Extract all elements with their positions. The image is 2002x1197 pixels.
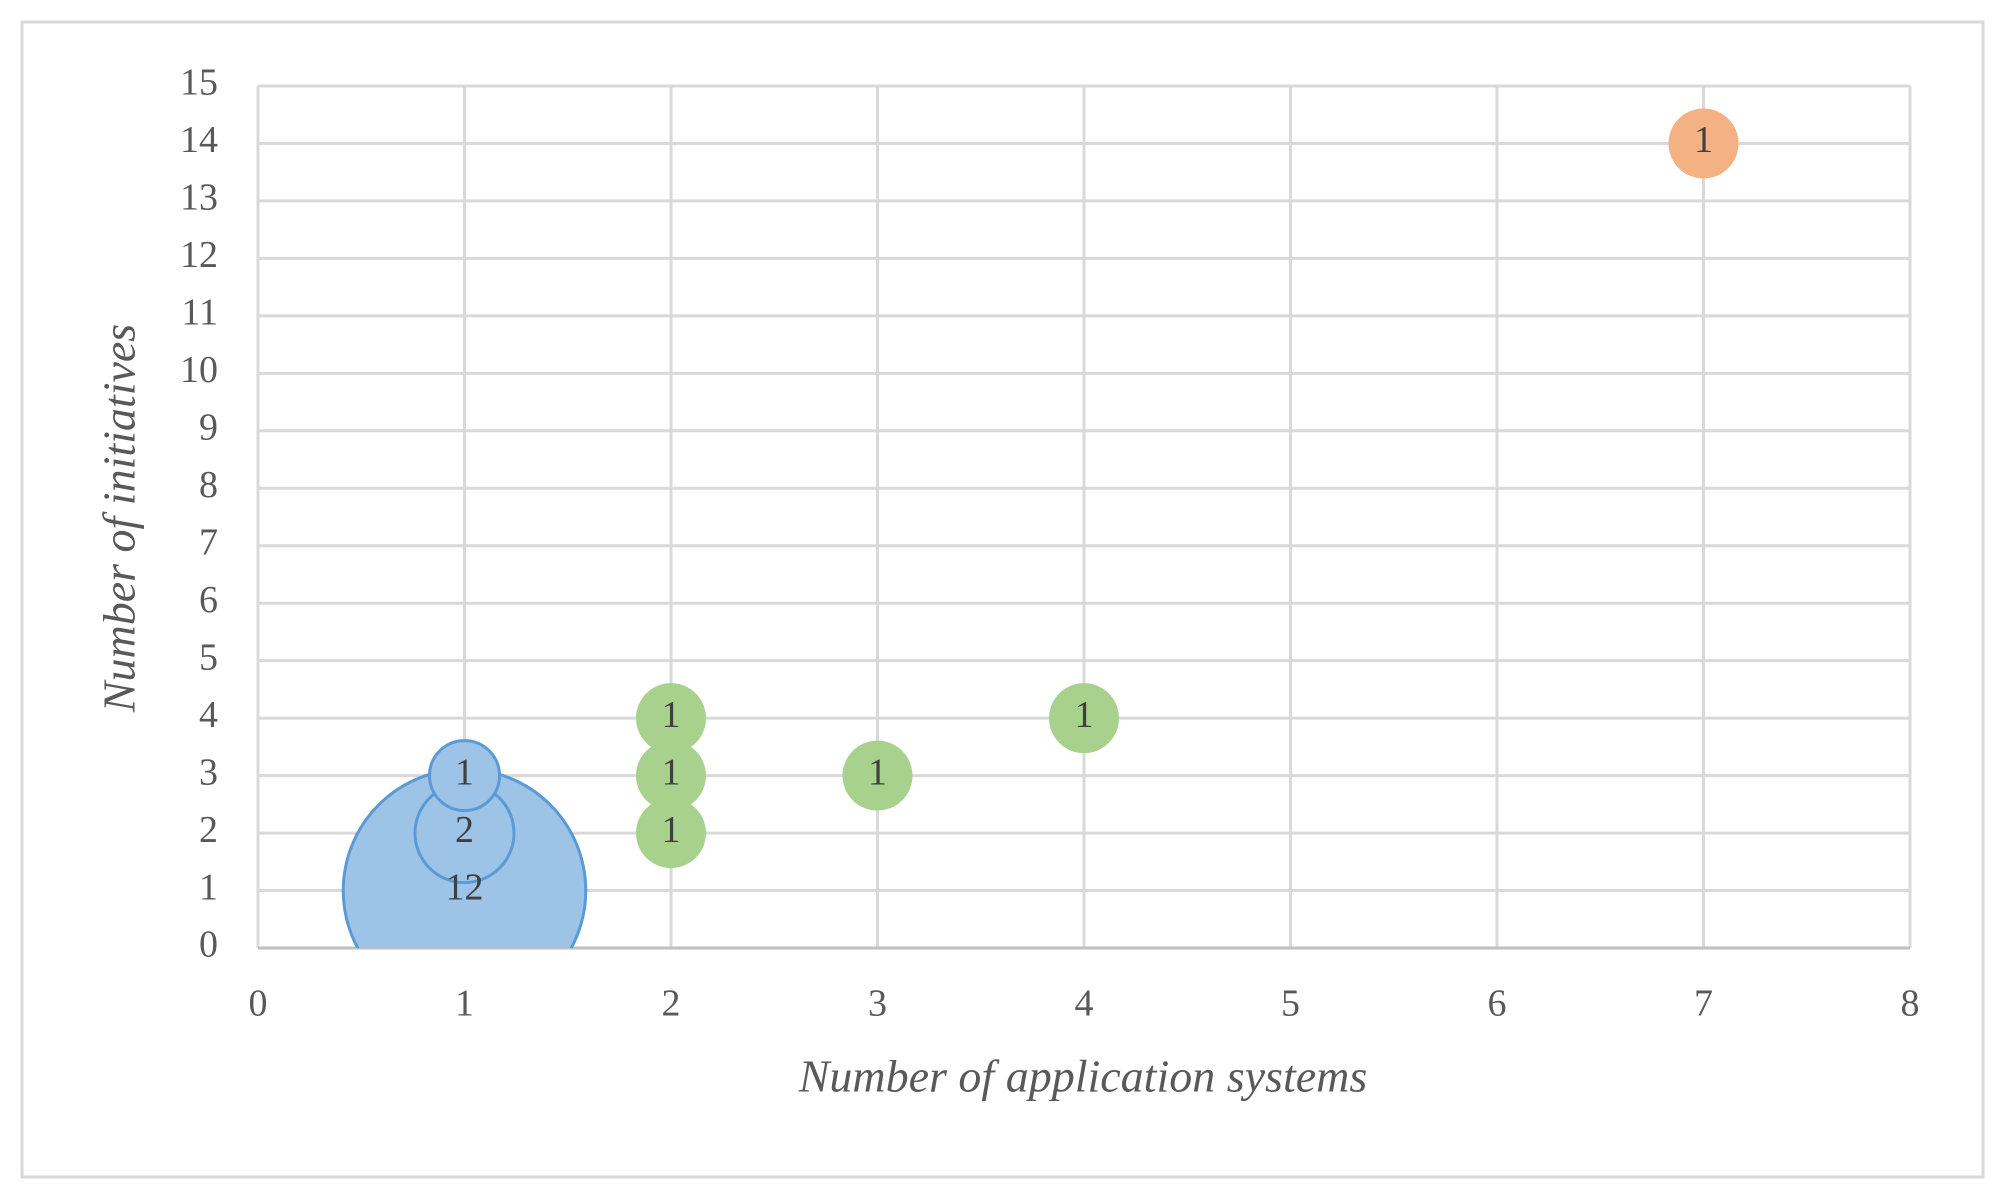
bubble <box>842 740 913 811</box>
data-label: 1 <box>662 809 681 851</box>
y-tick-label: 14 <box>180 119 218 161</box>
data-label: 12 <box>446 866 484 908</box>
y-tick-label: 6 <box>199 579 218 621</box>
x-tick-label: 2 <box>662 983 681 1025</box>
x-tick-label: 3 <box>868 983 887 1025</box>
x-tick-label: 6 <box>1488 983 1507 1025</box>
data-label: 1 <box>1694 119 1713 161</box>
data-label: 1 <box>455 751 474 793</box>
y-tick-label: 10 <box>180 349 218 391</box>
x-tick-label: 1 <box>455 983 474 1025</box>
x-tick-label: 5 <box>1281 983 1300 1025</box>
y-tick-label: 11 <box>181 292 218 334</box>
grid <box>256 84 1912 950</box>
y-tick-label: 0 <box>199 924 218 966</box>
data-label: 1 <box>662 694 681 736</box>
y-tick-label: 3 <box>199 751 218 793</box>
x-tick-label: 7 <box>1694 983 1713 1025</box>
x-tick-label: 8 <box>1901 983 1920 1025</box>
bubble <box>428 739 501 813</box>
bubble <box>1668 108 1739 179</box>
x-tick-label: 0 <box>249 983 268 1025</box>
data-label: 1 <box>1075 694 1094 736</box>
plot-area <box>341 108 1739 948</box>
y-tick-label: 13 <box>180 177 218 219</box>
y-tick-label: 4 <box>199 694 218 736</box>
bubble <box>1049 683 1119 754</box>
y-tick-label: 8 <box>199 464 218 506</box>
y-tick-label: 1 <box>199 866 218 908</box>
data-label: 1 <box>662 751 681 793</box>
x-axis-title: Number of application systems <box>798 1051 1368 1102</box>
y-tick-label: 9 <box>199 407 218 449</box>
chart-border <box>20 20 1985 1179</box>
data-label: 1 <box>868 751 887 793</box>
y-tick-label: 5 <box>199 636 218 678</box>
x-tick-label: 4 <box>1075 983 1094 1025</box>
y-tick-label: 12 <box>180 234 218 276</box>
data-label: 2 <box>455 809 474 851</box>
y-tick-label: 7 <box>199 521 218 563</box>
bubble <box>636 740 706 811</box>
y-axis-title: Number of initiatives <box>94 324 145 713</box>
bubble <box>636 683 706 754</box>
y-tick-label: 15 <box>180 62 218 104</box>
bubble <box>636 798 706 869</box>
y-tick-label: 2 <box>199 809 218 851</box>
